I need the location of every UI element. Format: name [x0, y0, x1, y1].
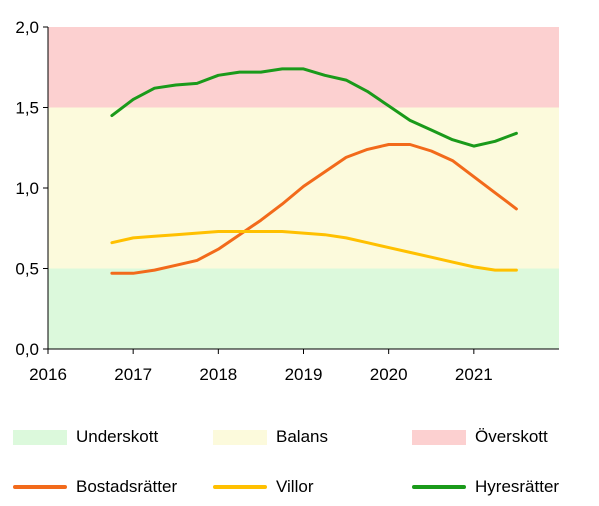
legend-label-overskott: Överskott	[475, 427, 548, 446]
legend-line-hyresratter	[412, 485, 466, 489]
band--verskott	[48, 27, 559, 108]
y-tick-label: 1,0	[15, 179, 39, 198]
x-tick-label: 2020	[370, 365, 408, 384]
legend-item-overskott: Överskott	[412, 427, 548, 447]
series-line-villor	[110, 230, 518, 272]
legend-item-balans: Balans	[213, 427, 328, 447]
series-line-bostadsr-tter	[110, 143, 518, 275]
y-tick-label: 1,5	[15, 99, 39, 118]
band-underskott	[48, 268, 559, 349]
y-tick-label: 0,5	[15, 260, 39, 279]
legend-line-bostadsratter	[13, 485, 67, 489]
legend-item-villor: Villor	[213, 477, 313, 497]
legend-item-hyresratter: Hyresrätter	[412, 477, 559, 497]
x-tick-label: 2018	[199, 365, 237, 384]
x-tick-label: 2021	[455, 365, 493, 384]
legend-label-balans: Balans	[276, 427, 328, 446]
y-tick-label: 0,0	[15, 340, 39, 359]
series-line-hyresr-tter	[110, 67, 518, 148]
chart: 0,0 0,5 1,0 1,5 2,0 2016 2017 2018 2019 2020 2021	[15, 18, 559, 384]
legend-swatch-balans	[213, 429, 267, 445]
legend-label-bostadsratter: Bostadsrätter	[76, 477, 178, 496]
legend-label-underskott: Underskott	[76, 427, 159, 446]
legend-item-underskott: Underskott	[13, 427, 158, 447]
legend-swatch-overskott	[412, 429, 466, 445]
y-tick-label: 2,0	[15, 18, 39, 37]
x-tick-label: 2019	[285, 365, 323, 384]
legend: Underskott Balans Överskott Bostadsrätte…	[0, 415, 599, 506]
legend-swatch-underskott	[13, 429, 67, 445]
legend-line-villor	[213, 485, 267, 489]
legend-label-hyresratter: Hyresrätter	[475, 477, 560, 496]
legend-label-villor: Villor	[276, 477, 314, 496]
x-tick-label: 2016	[29, 365, 67, 384]
legend-item-bostadsratter: Bostadsrätter	[13, 477, 177, 497]
x-tick-label: 2017	[114, 365, 152, 384]
